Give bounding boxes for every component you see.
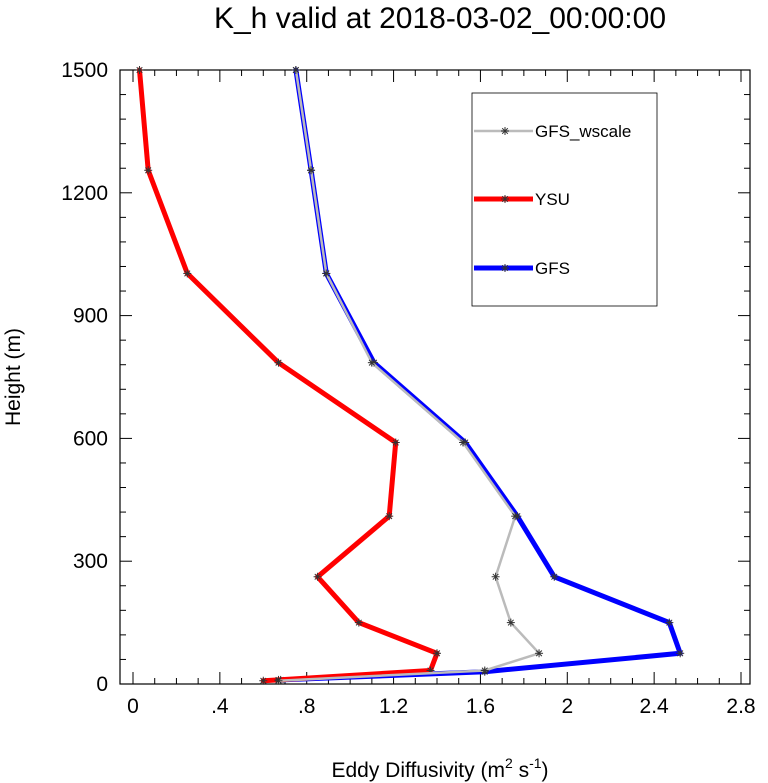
data-point [307,166,316,175]
marker-stroke [492,573,499,580]
legend-item-gfs: GFS [474,259,570,278]
x-axis-label-sup1: 2 [505,755,513,771]
y-tick-label: 900 [73,305,108,328]
marker-stroke [507,619,514,626]
marker-stroke [323,270,330,277]
marker-stroke [666,619,673,626]
legend-marker [501,264,509,272]
marker-stroke [292,66,300,74]
series-line [137,67,440,684]
data-point [676,649,685,658]
data-point [144,166,153,175]
data-point [459,438,468,447]
data-point [535,649,544,658]
data-point [506,618,515,627]
marker-stroke [136,66,143,74]
x-axis-label-end: ) [542,759,549,782]
axis-ticks: 0 .4 .8 1.2 1.6 2 2.4 2.8 0 300 600 900 1200 1500 [61,59,755,718]
marker-stroke [551,573,558,580]
data-point [313,572,322,581]
marker-stroke [184,270,191,277]
marker-stroke [145,167,152,174]
plot-frame [119,69,751,685]
marker-stroke [501,127,509,135]
x-tick-label: 1.6 [466,695,495,718]
x-axis-label-mid: s [513,759,529,782]
data-point [433,649,441,658]
marker-stroke [386,513,393,520]
marker-stroke [314,573,321,580]
legend-label: GFS [535,259,570,278]
y-tick-label: 1500 [61,59,108,82]
x-tick-label: 1.2 [379,695,408,718]
marker-stroke [355,619,362,626]
marker-stroke [459,439,467,446]
data-point [511,512,520,521]
data-point [135,66,144,74]
data-point [322,269,331,278]
x-axis-label-main: Eddy Diffusivity (m [331,759,505,782]
data-point [391,438,400,447]
marker-stroke [535,650,543,657]
legend-marker [501,127,509,135]
data-point [291,66,300,74]
legend-item-gfs-wscale: GFS_wscale [474,122,631,141]
legend-label: YSU [535,190,570,209]
legend-label: GFS_wscale [535,122,631,141]
data-point [480,666,489,675]
marker-stroke [392,439,399,446]
data-point [274,358,283,367]
series-ysu [135,66,441,685]
x-axis-label: Eddy Diffusivity (m2 s-1) [331,755,548,782]
series-layer [135,66,685,685]
x-tick-label: .4 [211,695,229,718]
x-tick-label: 2 [561,695,573,718]
marker-stroke [501,264,509,272]
data-point [274,676,283,685]
chart-title: K_h valid at 2018-03-02_00:00:00 [214,2,666,35]
legend: GFS_wscale YSU GFS [471,92,658,307]
data-point [259,676,268,685]
x-tick-label: .8 [298,695,316,718]
y-tick-label: 1200 [61,182,108,205]
data-point [385,512,394,521]
data-point [367,358,376,367]
marker-stroke [501,195,509,203]
x-tick-label: 0 [127,695,139,718]
data-point [665,618,674,627]
y-tick-label: 0 [96,673,108,696]
marker-stroke [260,677,267,684]
marker-stroke [368,359,376,366]
marker-stroke [481,667,488,674]
data-point [354,618,363,627]
data-point [491,572,500,581]
data-point [183,269,192,278]
marker-stroke [275,677,282,684]
y-axis-label: Height (m) [2,328,25,426]
marker-stroke [677,650,684,657]
x-tick-label: 2.8 [726,695,755,718]
marker-stroke [512,513,519,520]
y-tick-label: 300 [73,550,108,573]
marker-stroke [433,650,441,657]
marker-stroke [307,167,315,174]
marker-stroke [275,359,282,366]
y-tick-label: 600 [73,427,108,450]
series-gfs-wscale [274,66,544,685]
legend-marker [501,195,509,203]
x-tick-label: 2.4 [640,695,670,718]
x-axis-label-sup2: -1 [529,755,542,771]
data-point [550,572,559,581]
legend-item-ysu: YSU [474,190,570,209]
